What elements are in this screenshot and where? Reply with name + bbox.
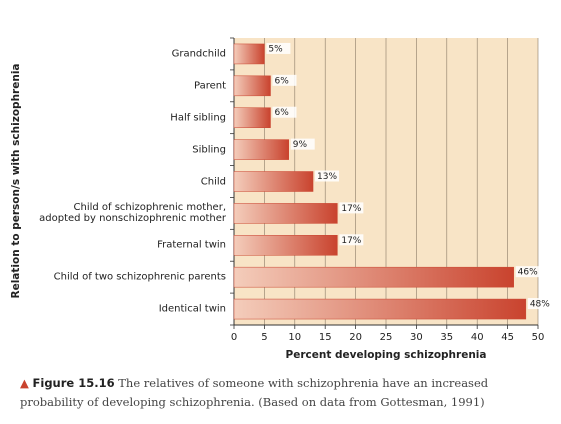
value-label-box [527, 298, 552, 310]
caption: ▲ Figure 15.16 The relatives of someone … [20, 374, 545, 412]
value-label-box [515, 266, 540, 278]
category-label: Grandchild [171, 48, 226, 60]
caption-text: The relatives of someone with schizophre… [20, 376, 489, 409]
bar [233, 107, 271, 128]
value-label-box [315, 170, 340, 182]
y-axis-label: Relation to person/s with schizophrenia [10, 63, 22, 298]
chart: Relation to person/s with schizophrenia … [10, 37, 552, 361]
x-tick-label: 20 [349, 332, 362, 343]
caption-icon: ▲ [20, 376, 29, 390]
bar [233, 266, 514, 288]
category-label: Identical twin [158, 303, 226, 315]
value-label: 5% [268, 44, 283, 54]
value-label: 46% [518, 268, 538, 278]
value-label: 17% [341, 204, 361, 214]
category-label: Fraternal twin [157, 239, 226, 251]
value-label: 48% [530, 300, 550, 310]
x-tick-label: 25 [380, 332, 393, 343]
x-tick-label: 0 [231, 332, 237, 343]
value-label-box [272, 106, 297, 118]
category-label: Child of two schizophrenic parents [53, 271, 226, 283]
value-label: 6% [274, 108, 289, 118]
bar [233, 139, 289, 160]
bar [233, 203, 338, 224]
x-tick-label: 50 [532, 332, 545, 343]
bar [233, 171, 314, 192]
category-label: Sibling [192, 144, 226, 156]
value-label-box [339, 202, 364, 214]
x-tick-label: 5 [261, 332, 267, 343]
value-label-box [266, 42, 291, 54]
x-tick-label: 30 [410, 332, 423, 343]
value-label: 13% [317, 172, 337, 182]
value-label-box [339, 234, 364, 246]
x-tick-label: 35 [440, 332, 453, 343]
value-label-box [290, 138, 315, 150]
category-label: Child of schizophrenic mother, adopted b… [39, 202, 226, 225]
value-label-box [272, 74, 297, 86]
value-label: 17% [341, 236, 361, 246]
x-tick-label: 10 [288, 332, 301, 343]
x-tick-label: 40 [471, 332, 484, 343]
category-label: Child [200, 176, 226, 187]
bar [233, 235, 338, 256]
value-label: 6% [274, 76, 289, 86]
figure-label: Figure 15.16 [32, 376, 115, 390]
x-axis-label: Percent developing schizophrenia [286, 349, 487, 361]
category-label: Half sibling [170, 112, 226, 124]
x-tick-label: 45 [501, 332, 514, 343]
bar [233, 43, 265, 65]
bar [233, 298, 527, 320]
bar [233, 75, 271, 97]
value-label: 9% [293, 140, 308, 150]
category-label: Parent [193, 80, 226, 92]
x-tick-label: 15 [319, 332, 332, 343]
